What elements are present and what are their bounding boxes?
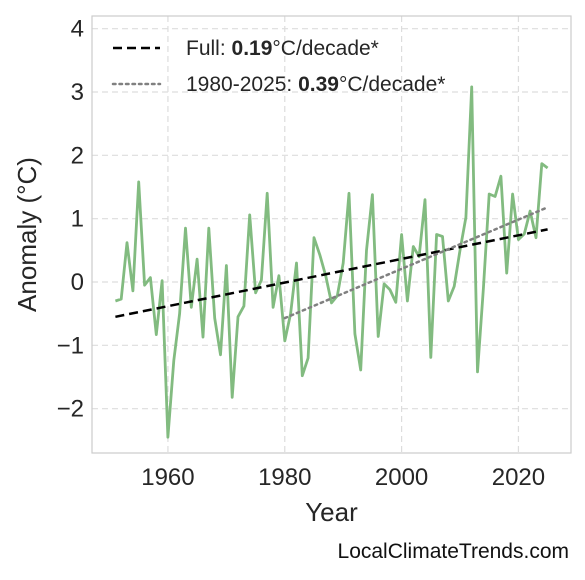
series-layer [114, 85, 549, 439]
series-anomaly [114, 85, 549, 439]
x-axis-label: Year [305, 497, 358, 527]
legend: Full: 0.19°C/decade* 1980-2025: 0.39°C/d… [111, 37, 445, 96]
y-tick-label: 2 [71, 142, 84, 169]
series-trend-recent [283, 206, 549, 320]
y-tick-label: 1 [71, 206, 84, 233]
plot-frame [91, 15, 572, 454]
tick-labels: 1960 1980 2000 2020 −2 −1 0 1 2 3 4 [57, 16, 545, 491]
x-tick-label: 2000 [375, 464, 428, 491]
legend-entry-full: Full: 0.19°C/decade* [186, 37, 379, 60]
x-tick-label: 1960 [141, 464, 194, 491]
y-tick-label: −2 [57, 396, 84, 423]
x-tick-label: 1980 [258, 464, 311, 491]
legend-entry-recent: 1980-2025: 0.39°C/decade* [186, 73, 445, 96]
site-credit: LocalClimateTrends.com [337, 540, 569, 563]
x-tick-label: 2020 [492, 464, 545, 491]
y-tick-label: 0 [71, 269, 84, 296]
grid [92, 16, 571, 453]
y-axis-label: Anomaly (°C) [12, 157, 42, 312]
y-tick-label: −1 [57, 332, 84, 359]
y-tick-label: 3 [71, 79, 84, 106]
y-tick-label: 4 [71, 16, 84, 43]
series-trend-full [115, 228, 548, 319]
